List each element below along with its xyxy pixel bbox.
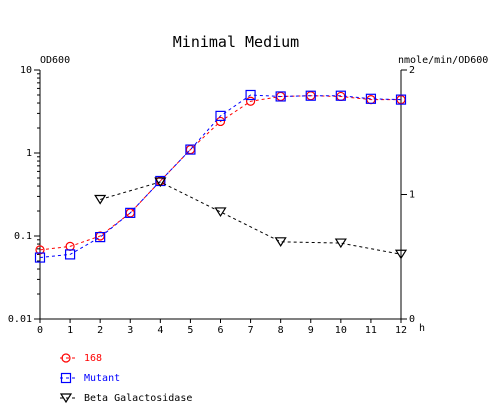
series-2 [94,177,408,260]
right-tick-label: 0 [409,314,415,325]
legend-item: 168 [60,353,102,364]
x-tick-label: 8 [278,325,284,336]
legend-item: Beta Galactosidase [59,393,192,404]
x-tick-label: 9 [308,325,314,336]
data-point [245,96,256,106]
legend-label: Mutant [84,373,120,384]
data-point [185,144,196,155]
data-point [274,237,287,247]
legend-marker [60,372,72,384]
data-point [125,207,136,218]
x-tick-label: 4 [157,325,163,336]
x-tick-label: 0 [37,325,43,336]
series-layer [34,89,408,263]
right-tick-label: 2 [409,65,415,76]
x-tick-label: 6 [217,325,223,336]
data-point [245,89,256,101]
chart-title: Minimal Medium [173,33,299,51]
left-tick-label: 10 [20,65,32,76]
data-point [154,177,167,188]
legend-marker [59,393,73,404]
x-tick-label: 3 [127,325,133,336]
x-tick-label: 10 [335,325,347,336]
legend-item: Mutant [60,372,120,384]
legend: 168 Mutant Beta Galactosidase [59,353,192,404]
data-point [335,90,346,101]
left-tick-label: 0.01 [8,314,32,325]
x-axis-label: h [419,323,425,334]
data-point [215,116,226,127]
left-tick-label: 0.1 [14,231,32,242]
data-point [35,245,45,255]
data-point [95,231,106,243]
x-tick-label: 5 [187,325,193,336]
axes [39,70,402,320]
series-line [100,181,402,255]
right-tick-label: 1 [409,190,415,201]
data-point [394,249,408,260]
right-axis-label: nmole/min/OD600 [398,55,488,66]
data-point [34,252,46,263]
data-point [275,91,286,102]
left-axis-label: OD600 [40,55,70,66]
legend-label: Beta Galactosidase [84,393,192,404]
series-1 [34,89,407,263]
series-line [39,95,401,251]
data-point [395,94,407,105]
series-line [39,94,402,258]
data-point [305,90,316,101]
data-point [334,238,347,249]
x-tick-label: 11 [365,325,377,336]
x-tick-label: 12 [395,325,407,336]
x-tick-label: 7 [248,325,254,336]
legend-marker [61,353,71,363]
data-point [64,249,76,260]
legend-label: 168 [84,353,102,364]
data-point [94,194,107,205]
left-tick-label: 1 [26,148,32,159]
x-tick-label: 2 [97,325,103,336]
data-point [214,207,227,218]
x-tick-label: 1 [67,325,73,336]
data-point [365,93,377,104]
data-point [215,110,226,121]
